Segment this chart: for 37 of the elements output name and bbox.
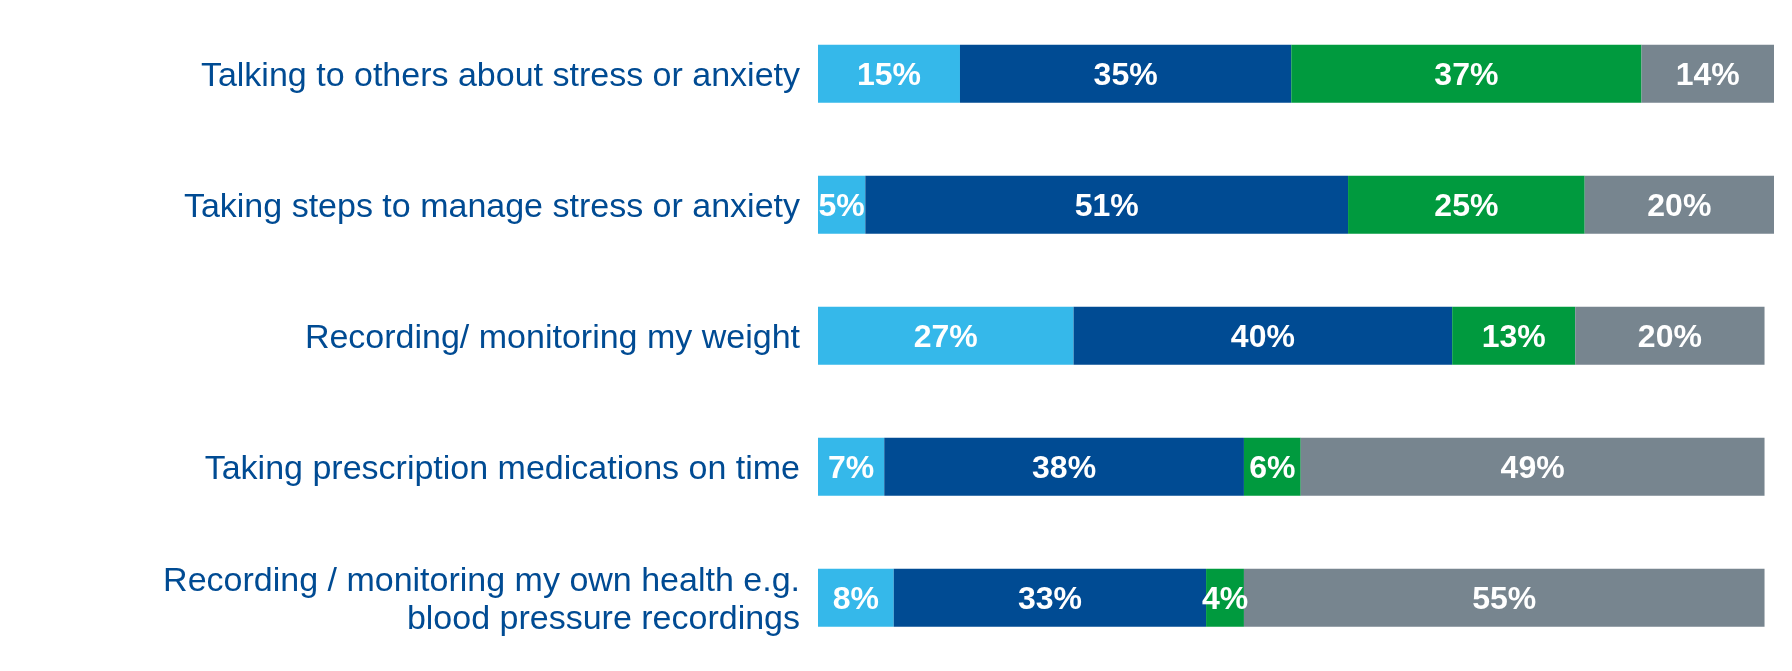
bar xyxy=(1300,437,1765,496)
y-tick-label: Taking steps to manage stress or anxiety xyxy=(183,185,800,224)
bar xyxy=(865,175,1349,234)
bar xyxy=(1073,306,1453,365)
data-label: 51% xyxy=(1074,186,1139,223)
data-label: 25% xyxy=(1434,186,1499,223)
data-label: 14% xyxy=(1675,55,1740,92)
y-tick-label: Talking to others about stress or anxiety xyxy=(200,54,800,93)
y-tick-label: Taking prescription medications on time xyxy=(204,447,800,486)
data-label: 38% xyxy=(1032,448,1097,485)
bar xyxy=(1291,44,1642,103)
data-label: 27% xyxy=(913,317,978,354)
data-label: 20% xyxy=(1637,317,1702,354)
data-label: 55% xyxy=(1472,579,1537,616)
data-label: 40% xyxy=(1230,317,1295,354)
data-label: 13% xyxy=(1481,317,1546,354)
data-label: 6% xyxy=(1249,448,1296,485)
bar xyxy=(959,44,1292,103)
y-tick-label: Recording / monitoring my own health e.g. blood pressure recordings xyxy=(163,559,800,636)
data-label: 7% xyxy=(828,448,875,485)
data-label: 49% xyxy=(1500,448,1565,485)
data-label: 4% xyxy=(1201,579,1249,616)
bar xyxy=(1575,306,1765,365)
data-label: 35% xyxy=(1093,55,1158,92)
data-label: 37% xyxy=(1434,55,1499,92)
data-label: 5% xyxy=(818,186,865,223)
bar xyxy=(818,44,960,103)
data-label: 15% xyxy=(856,55,922,92)
bar xyxy=(1641,44,1774,103)
y-tick-label: Recording/ monitoring my weight xyxy=(304,316,801,355)
data-label: 33% xyxy=(1017,579,1082,616)
bar xyxy=(884,437,1244,496)
bar xyxy=(818,306,1074,365)
bar xyxy=(1584,175,1774,234)
data-label: 20% xyxy=(1647,186,1712,223)
data-label: 8% xyxy=(832,579,879,616)
bar xyxy=(1348,175,1585,234)
